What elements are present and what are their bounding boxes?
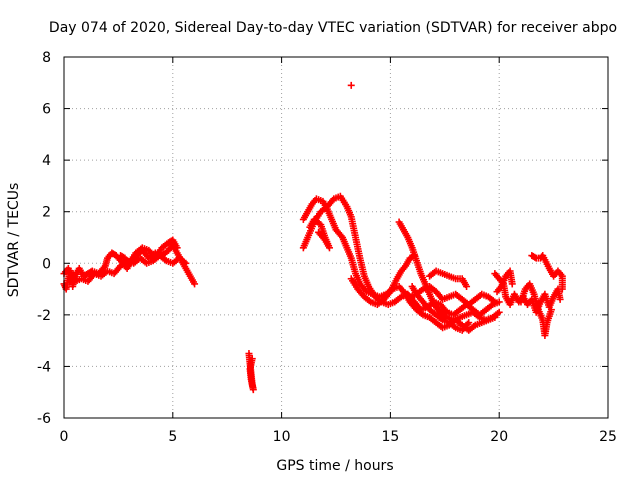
y-tick-label: 6 xyxy=(42,102,51,118)
x-tick-label: 15 xyxy=(381,429,399,445)
data-point xyxy=(347,81,355,89)
data-point xyxy=(173,244,181,252)
y-axis-label: SDTVAR / TECUs xyxy=(6,183,22,298)
data-point xyxy=(556,295,564,303)
data-point xyxy=(465,319,473,327)
y-tick-label: 4 xyxy=(42,153,51,169)
data-point xyxy=(547,306,555,314)
data-point xyxy=(248,355,256,363)
data-point xyxy=(558,285,566,293)
y-tick-label: -2 xyxy=(37,308,51,324)
chart-title: Day 074 of 2020, Sidereal Day-to-day VTE… xyxy=(49,20,617,36)
x-axis-label: GPS time / hours xyxy=(276,458,393,474)
data-point xyxy=(495,298,503,306)
data-point xyxy=(508,280,516,288)
data-marks xyxy=(60,81,566,394)
plot-border xyxy=(63,56,609,419)
x-tick-label: 25 xyxy=(599,429,617,445)
x-tick-label: 5 xyxy=(168,429,177,445)
x-tick-label: 10 xyxy=(273,429,291,445)
y-tick-label: 2 xyxy=(42,205,51,221)
y-tick-label: 8 xyxy=(42,50,51,66)
axis-ticks: 0 5 10 15 20 25 -6 -4 -2 0 2 4 6 8 xyxy=(37,50,617,445)
data-point xyxy=(531,253,539,261)
data-point xyxy=(315,228,323,236)
x-tick-label: 0 xyxy=(60,429,69,445)
data-point xyxy=(491,313,499,321)
y-tick-label: 0 xyxy=(42,256,51,272)
y-tick-label: -4 xyxy=(37,359,51,375)
data-point xyxy=(191,280,199,288)
grid-lines xyxy=(64,57,608,418)
data-point xyxy=(182,259,190,267)
y-tick-label: -6 xyxy=(37,411,51,427)
x-tick-label: 20 xyxy=(490,429,508,445)
data-point xyxy=(495,308,503,316)
data-point xyxy=(463,282,471,290)
